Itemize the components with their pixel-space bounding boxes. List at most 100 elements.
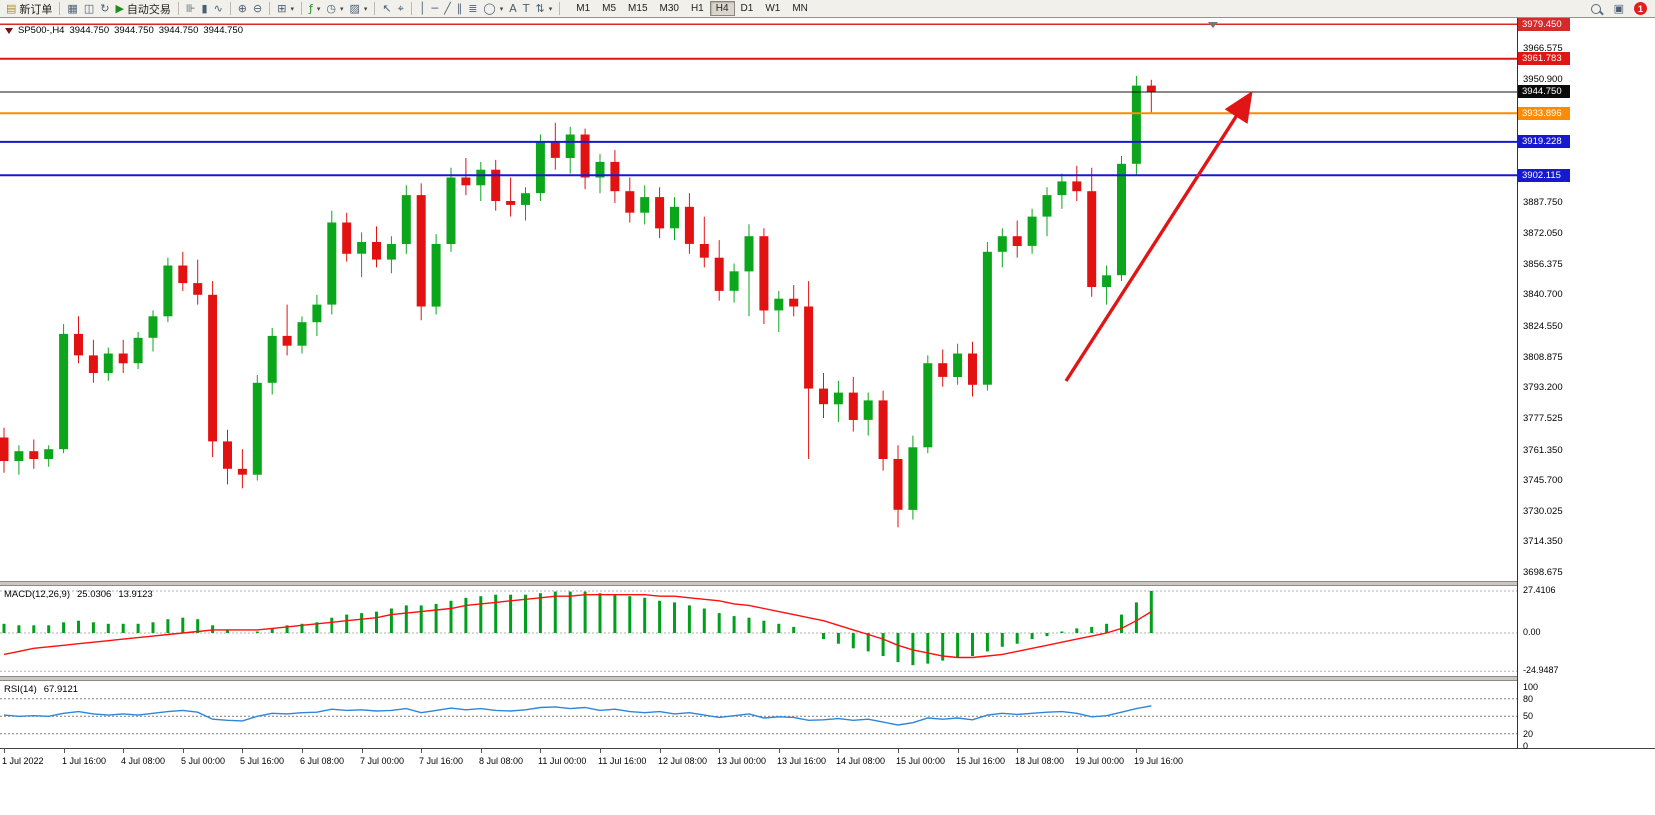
search-icon — [1590, 3, 1601, 14]
bar-chart-button[interactable]: ⊪ — [183, 2, 199, 15]
shapes-button[interactable]: ◯ ▾ — [480, 2, 506, 15]
trendline-button[interactable]: ╱ — [441, 2, 454, 15]
vertical-line-button[interactable]: │ — [416, 2, 429, 15]
macd-panel[interactable] — [0, 586, 1518, 676]
timeframe-button-d1[interactable]: D1 — [740, 3, 754, 14]
time-axis-label: 7 Jul 00:00 — [360, 756, 405, 766]
zoom-in-button[interactable]: ⊕ — [235, 2, 250, 15]
new-order-button[interactable]: ▤ 新订单 — [3, 0, 55, 18]
time-axis-label: 11 Jul 16:00 — [598, 756, 647, 766]
toolbar-right-group: ▣ 1 — [1588, 2, 1652, 15]
timeframe-button-m30[interactable]: M30 — [659, 3, 679, 14]
time-axis-tick — [660, 749, 661, 753]
arrows-icon: ⇅ — [535, 2, 545, 15]
time-axis-tick — [1017, 749, 1018, 753]
community-button[interactable]: ▣ — [1611, 2, 1627, 15]
price-axis[interactable] — [1517, 18, 1655, 748]
templates-button[interactable]: ▨ ▾ — [346, 2, 370, 15]
horizontal-line-button[interactable]: ─ — [428, 2, 441, 15]
time-axis-tick — [183, 749, 184, 753]
vertical-line-icon: │ — [418, 2, 426, 15]
symbol-marker-icon — [5, 27, 13, 34]
candlestick-button[interactable]: ▮ — [199, 2, 211, 15]
time-axis-label: 1 Jul 16:00 — [62, 756, 107, 766]
crosshair-button[interactable]: ⌖ — [395, 2, 407, 15]
auto-trading-label: 自动交易 — [126, 3, 171, 16]
toolbar-separator — [559, 2, 561, 15]
toolbar-separator — [410, 2, 412, 15]
chart-window: 1 Jul 2022 1 Jul 16:00 4 Jul 08:00 5 Jul 00… — [0, 18, 1655, 815]
zoom-out-button[interactable]: ⊖ — [250, 2, 265, 15]
charts-window-button[interactable]: ▦ — [64, 2, 80, 15]
timeframe-button-h4[interactable]: H4 — [709, 1, 735, 16]
line-chart-button[interactable]: ∿ — [211, 2, 226, 15]
chevron-down-icon: ▾ — [499, 4, 504, 13]
time-axis-label: 8 Jul 08:00 — [479, 756, 524, 766]
profiles-button[interactable]: ◫ — [81, 2, 97, 15]
time-axis-tick — [779, 749, 780, 753]
time-axis-label: 19 Jul 16:00 — [1134, 756, 1184, 766]
refresh-icon: ↻ — [100, 2, 110, 15]
indicators-icon: ƒ — [308, 2, 313, 15]
zoom-out-icon: ⊖ — [253, 2, 263, 15]
time-axis-tick — [421, 749, 422, 753]
time-axis-label: 4 Jul 08:00 — [121, 756, 166, 766]
macd-indicator-label: MACD(12,26,9) 25.0306 13.9123 — [4, 589, 153, 600]
timeframe-button-w1[interactable]: W1 — [765, 3, 781, 14]
time-axis-tick — [64, 749, 65, 753]
time-axis-tick — [958, 749, 959, 753]
notification-badge[interactable]: 1 — [1634, 2, 1647, 15]
time-axis-tick — [838, 749, 839, 753]
toolbar-separator — [177, 2, 179, 15]
chevron-down-icon: ▾ — [316, 4, 321, 13]
text-tool-button[interactable]: A — [506, 2, 520, 15]
time-axis-label: 14 Jul 08:00 — [836, 756, 886, 766]
rsi-value: 67.9121 — [43, 684, 79, 695]
timeframe-button-mn[interactable]: MN — [792, 3, 808, 14]
timeframe-button-m15[interactable]: M15 — [628, 3, 648, 14]
chevron-down-icon: ▾ — [548, 4, 553, 13]
timeframe-group: M1 M5 M15 M30 H1 H4 D1 W1 MN — [570, 1, 814, 16]
panel-splitter[interactable] — [0, 581, 1655, 586]
time-axis-tick — [719, 749, 720, 753]
timeframe-button-m1[interactable]: M1 — [576, 3, 591, 14]
refresh-button[interactable]: ↻ — [97, 2, 112, 15]
chart-shift-marker-icon[interactable] — [1208, 22, 1218, 28]
time-axis-tick — [362, 749, 363, 753]
zoom-in-icon: ⊕ — [237, 2, 247, 15]
fibonacci-icon: ≣ — [468, 2, 478, 15]
timeframe-button-h1[interactable]: H1 — [690, 3, 704, 14]
label-tool-button[interactable]: T — [520, 2, 533, 15]
search-button[interactable] — [1588, 3, 1604, 15]
new-order-label: 新订单 — [19, 3, 53, 16]
time-axis-label: 12 Jul 08:00 — [658, 756, 708, 766]
time-axis-label: 15 Jul 16:00 — [956, 756, 1006, 766]
cursor-icon: ↖ — [382, 2, 392, 15]
main-price-chart[interactable] — [0, 18, 1518, 581]
toolbar-separator — [59, 2, 61, 15]
rsi-name: RSI(14) — [4, 684, 37, 695]
auto-trading-button[interactable]: ▶ 自动交易 — [112, 0, 173, 18]
timeframe-button-m5[interactable]: M5 — [602, 3, 617, 14]
channel-button[interactable]: ∥ — [454, 2, 466, 15]
fibonacci-button[interactable]: ≣ — [465, 2, 480, 15]
indicators-button[interactable]: ƒ ▾ — [306, 2, 323, 15]
symbol-period: SP500-,H4 — [18, 25, 65, 36]
time-axis-tick — [481, 749, 482, 753]
ohlc-high: 3944.750 — [114, 25, 154, 36]
toolbar-separator — [229, 2, 231, 15]
rsi-panel[interactable] — [0, 681, 1518, 748]
toolbar-separator — [300, 2, 302, 15]
periods-button[interactable]: ◷ ▾ — [323, 2, 346, 15]
trendline-icon: ╱ — [444, 2, 451, 15]
time-axis[interactable]: 1 Jul 2022 1 Jul 16:00 4 Jul 08:00 5 Jul 00… — [0, 748, 1655, 772]
time-axis-tick — [1136, 749, 1137, 753]
panel-splitter[interactable] — [0, 676, 1655, 681]
line-chart-icon: ∿ — [213, 2, 223, 15]
horizontal-line-icon: ─ — [431, 2, 439, 15]
chevron-down-icon: ▾ — [290, 4, 294, 13]
time-axis-label: 1 Jul 2022 — [2, 756, 44, 766]
arrows-tool-button[interactable]: ⇅ ▾ — [533, 2, 556, 15]
tile-windows-button[interactable]: ⊞ ▾ — [274, 2, 297, 15]
cursor-button[interactable]: ↖ — [379, 2, 394, 15]
